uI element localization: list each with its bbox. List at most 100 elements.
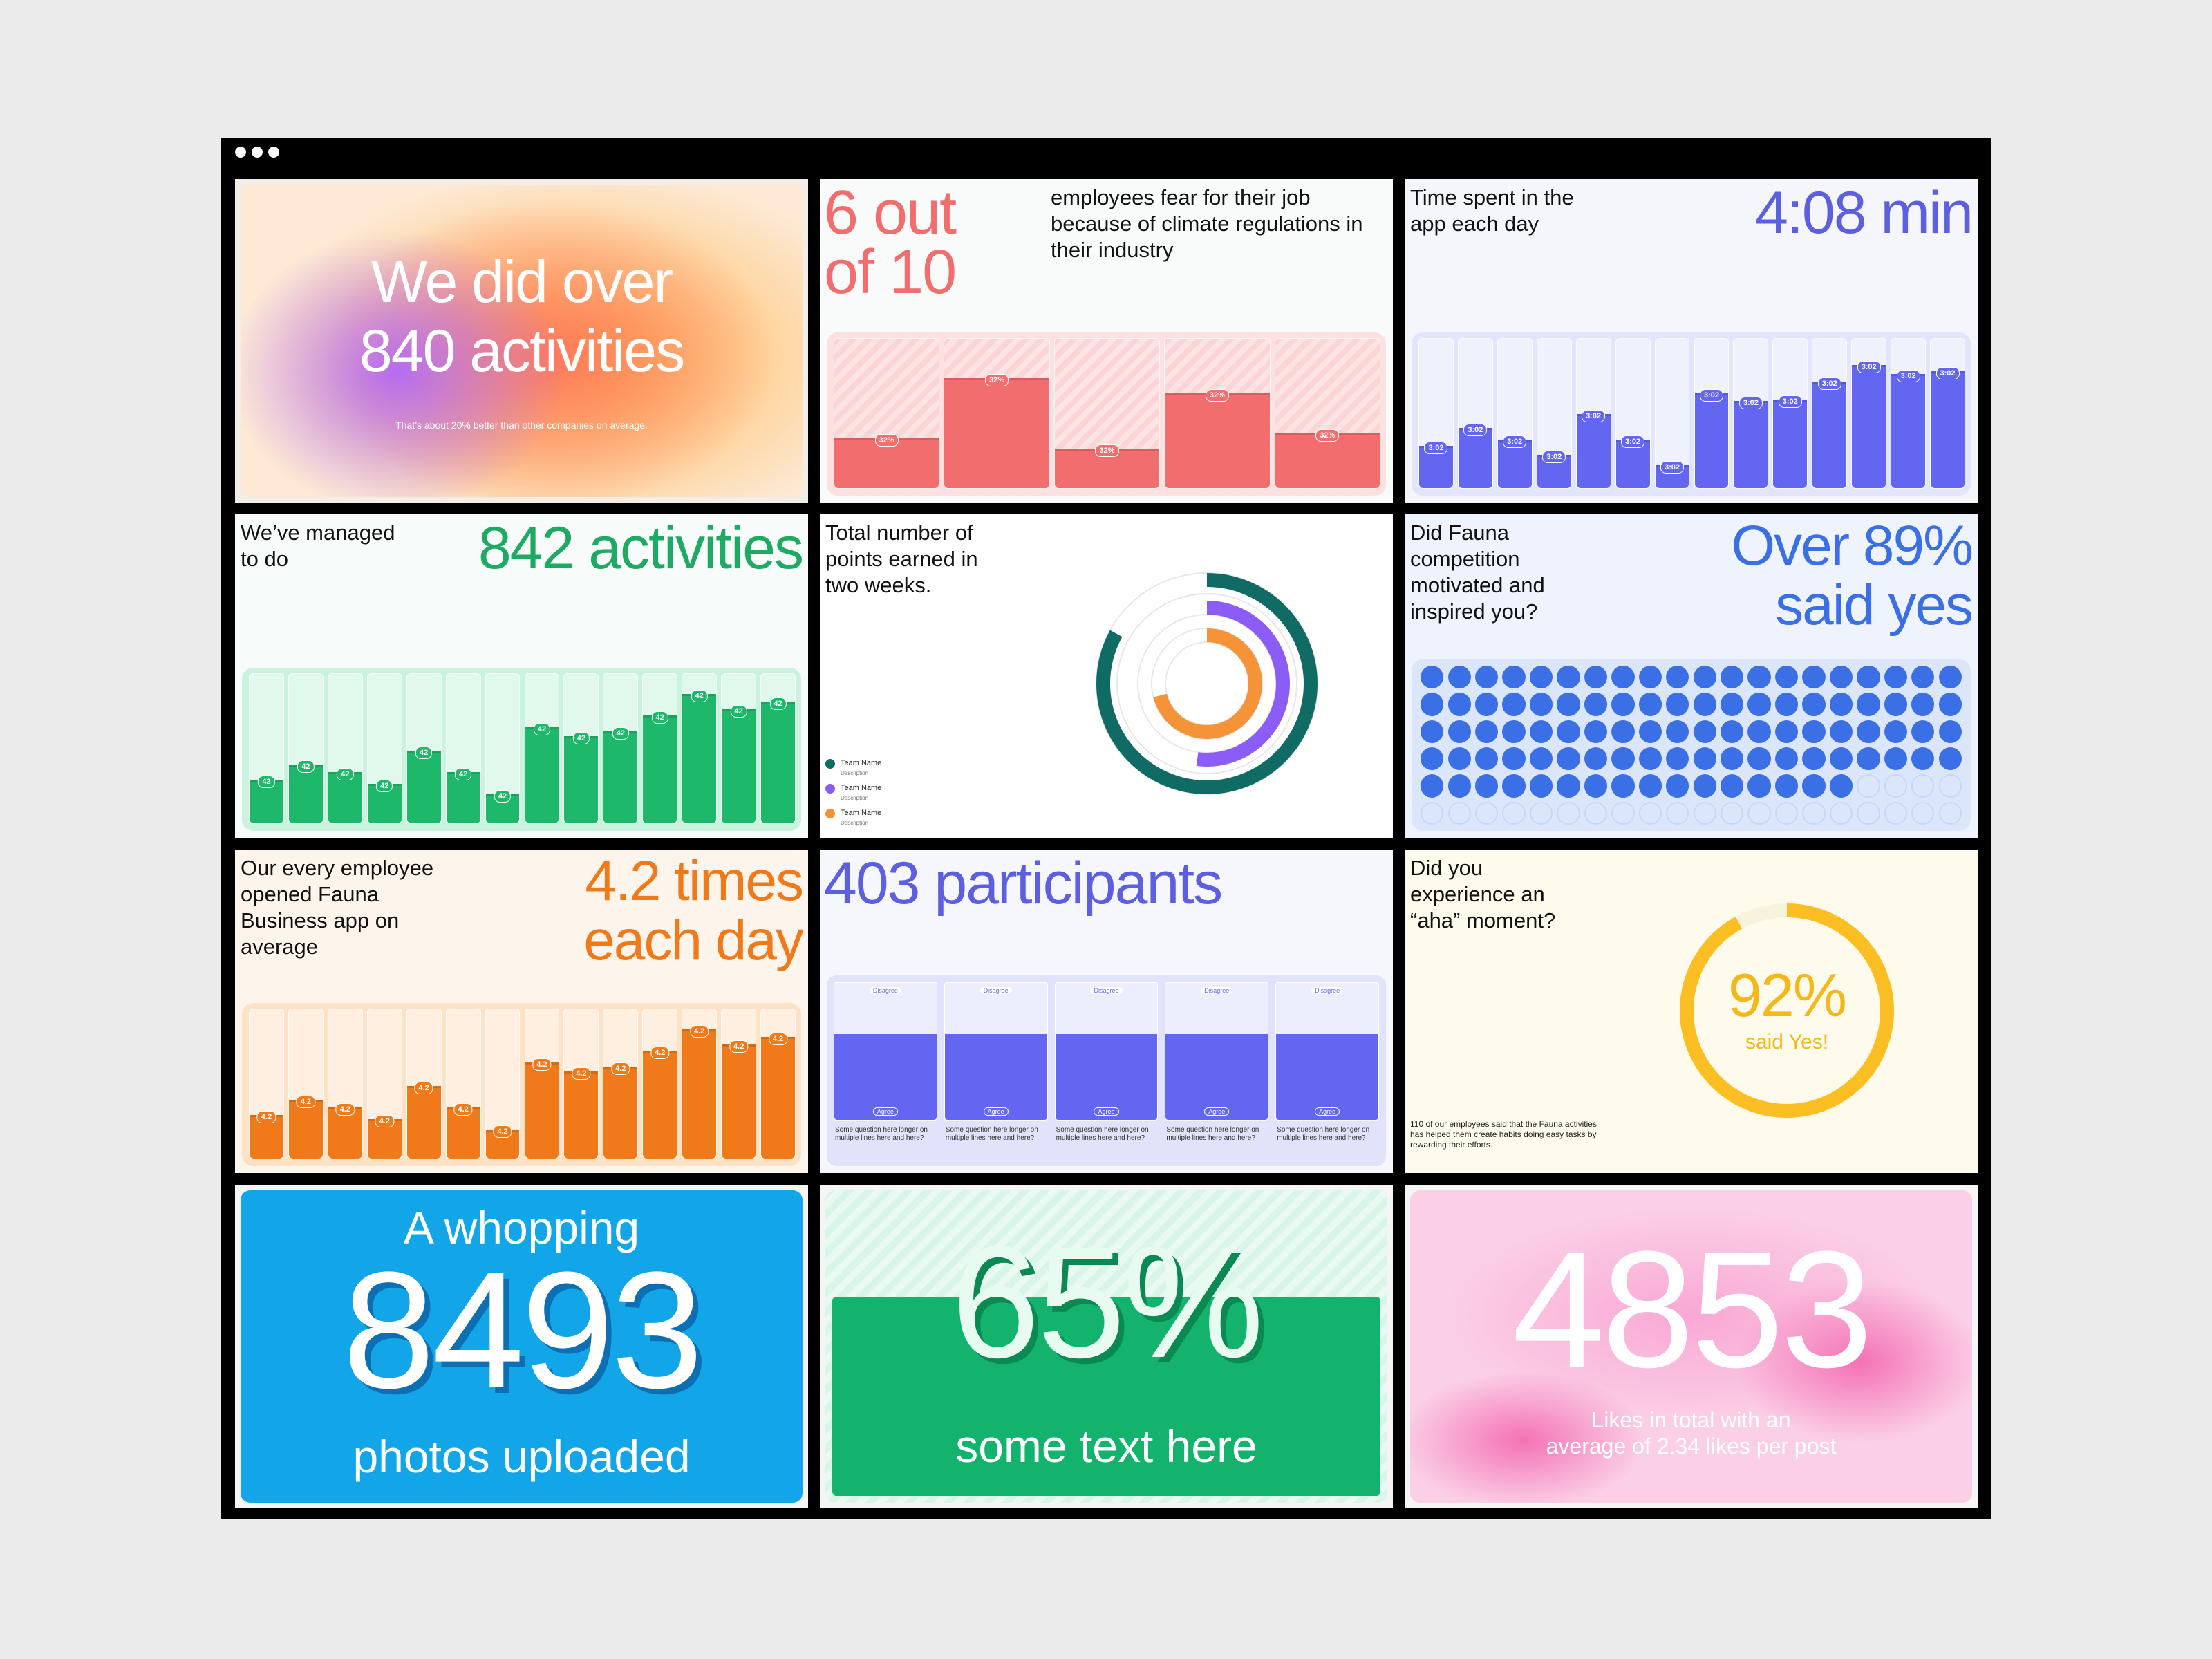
bar[interactable]: 4.2 — [643, 1046, 677, 1159]
participant-bar: Agree — [834, 1034, 937, 1120]
bar[interactable]: 4.2 — [682, 1025, 717, 1159]
survey-dot — [1557, 666, 1580, 689]
big-stat-line2: said yes — [1775, 574, 1974, 637]
bar[interactable]: 42 — [603, 727, 638, 823]
bar[interactable]: 42 — [525, 722, 559, 823]
bar[interactable]: 4.2 — [525, 1058, 559, 1159]
survey-dot — [1911, 666, 1935, 689]
window-dot-2[interactable] — [252, 147, 263, 158]
label: We’ve managed to do — [241, 521, 395, 571]
bar[interactable]: 3:02 — [1734, 396, 1768, 488]
bar-value-label: 3:02 — [1463, 423, 1488, 436]
bar-track: 4.2 — [721, 1009, 757, 1159]
ring-series-2[interactable] — [1124, 601, 1290, 767]
bar-track: 3:02 — [1891, 338, 1927, 489]
card-opened-app: Our every employee opened Fauna Business… — [235, 850, 808, 1173]
bar[interactable]: 4.2 — [485, 1125, 520, 1159]
survey-dot — [1857, 720, 1880, 743]
legend-item[interactable]: Team Name Description — [825, 758, 964, 782]
bar-track: 3:02 — [1772, 338, 1808, 489]
bar-value-label: 42 — [769, 697, 787, 711]
bar-value-label: 42 — [494, 790, 512, 803]
bar[interactable]: 42 — [406, 747, 441, 823]
survey-dot — [1502, 693, 1526, 716]
bar[interactable]: 42 — [446, 767, 480, 823]
participant-column[interactable]: Agree Disagree — [1275, 982, 1379, 1121]
big-stat-line1: Over 89% — [1731, 514, 1974, 577]
bar[interactable]: 42 — [328, 767, 362, 823]
survey-dot — [1421, 666, 1444, 689]
participant-column[interactable]: Agree Disagree — [1054, 982, 1159, 1121]
survey-dot — [1529, 693, 1553, 716]
bar[interactable]: 3:02 — [1655, 460, 1689, 488]
card-likes: 4853 Likes in total with an average of 2… — [1405, 1185, 1978, 1508]
bar[interactable]: 42 — [288, 760, 323, 823]
bar[interactable]: 42 — [761, 697, 795, 823]
bar[interactable]: 4.2 — [603, 1062, 638, 1159]
donut-arc[interactable] — [1680, 903, 1894, 1118]
survey-dot — [1611, 720, 1635, 743]
ring-series-1[interactable] — [1096, 573, 1318, 794]
bar[interactable]: 4.2 — [250, 1110, 283, 1159]
bar[interactable]: 3:02 — [1419, 441, 1453, 488]
legend-swatch-icon — [825, 809, 835, 818]
survey-dot — [1502, 801, 1526, 825]
bar-track: 3:02 — [1851, 338, 1887, 489]
survey-dot — [1529, 747, 1553, 771]
agree-chip: Agree — [1315, 1107, 1340, 1116]
bar[interactable]: 3:02 — [1615, 435, 1650, 488]
survey-dot — [1638, 720, 1662, 743]
bar[interactable]: 4.2 — [328, 1103, 362, 1159]
participant-column[interactable]: Agree Disagree — [834, 982, 937, 1121]
bar[interactable]: 3:02 — [1537, 450, 1571, 488]
survey-dot — [1584, 720, 1608, 743]
bar[interactable]: 3:02 — [1852, 361, 1886, 488]
window-dot-3[interactable] — [268, 147, 279, 158]
survey-dot — [1774, 801, 1799, 825]
bar[interactable]: 42 — [682, 690, 717, 823]
bar[interactable]: 32% — [944, 374, 1049, 488]
bar[interactable]: 42 — [643, 711, 677, 823]
survey-dot — [1584, 774, 1608, 798]
participant-bar: Agree — [944, 1034, 1047, 1120]
bar-track: 4.2 — [682, 1009, 718, 1159]
window-dot-1[interactable] — [235, 147, 246, 158]
bar[interactable]: 4.2 — [564, 1067, 599, 1159]
bar[interactable]: 4.2 — [288, 1095, 323, 1159]
bar[interactable]: 32% — [1165, 389, 1270, 488]
bar-value-label: 3:02 — [1817, 377, 1841, 390]
bar[interactable]: 3:02 — [1497, 435, 1532, 488]
bar[interactable]: 42 — [722, 705, 756, 823]
bar[interactable]: 4.2 — [722, 1040, 756, 1159]
legend-item[interactable]: Team Name Description — [825, 807, 964, 832]
bar[interactable]: 4.2 — [367, 1115, 402, 1159]
bar[interactable]: 42 — [485, 790, 520, 823]
survey-dot — [1421, 801, 1444, 825]
bar[interactable]: 3:02 — [1891, 370, 1926, 488]
bar[interactable]: 42 — [250, 775, 283, 823]
bar[interactable]: 4.2 — [446, 1103, 480, 1159]
bar[interactable]: 42 — [564, 731, 599, 823]
bar[interactable]: 32% — [834, 433, 939, 488]
survey-dot — [1693, 774, 1716, 798]
bar[interactable]: 3:02 — [1458, 423, 1492, 488]
bar[interactable]: 3:02 — [1931, 366, 1965, 488]
bar[interactable]: 4.2 — [761, 1033, 795, 1159]
bar[interactable]: 32% — [1054, 444, 1160, 488]
survey-dot — [1502, 720, 1526, 743]
bar[interactable]: 3:02 — [1694, 389, 1729, 488]
survey-dot — [1829, 747, 1853, 771]
participant-column[interactable]: Agree Disagree — [944, 982, 1048, 1121]
bar[interactable]: 32% — [1275, 429, 1380, 488]
bar[interactable]: 4.2 — [406, 1082, 441, 1159]
survey-dot — [1938, 801, 1962, 825]
ring-series-3[interactable] — [1152, 628, 1262, 739]
bar[interactable]: 3:02 — [1812, 377, 1847, 488]
bar[interactable]: 3:02 — [1773, 395, 1808, 488]
bar[interactable]: 42 — [367, 780, 402, 823]
legend-item[interactable]: Team Name Description — [825, 782, 964, 807]
bar-chart: 4.2 4.2 4.2 4.2 4.2 4.2 4.2 4.2 4.2 4.2 4.2 4.2 4.2 4… — [242, 1003, 801, 1166]
participant-column[interactable]: Agree Disagree — [1165, 982, 1269, 1121]
bar[interactable]: 3:02 — [1576, 410, 1611, 488]
bar-value-label: 32% — [1205, 389, 1229, 402]
